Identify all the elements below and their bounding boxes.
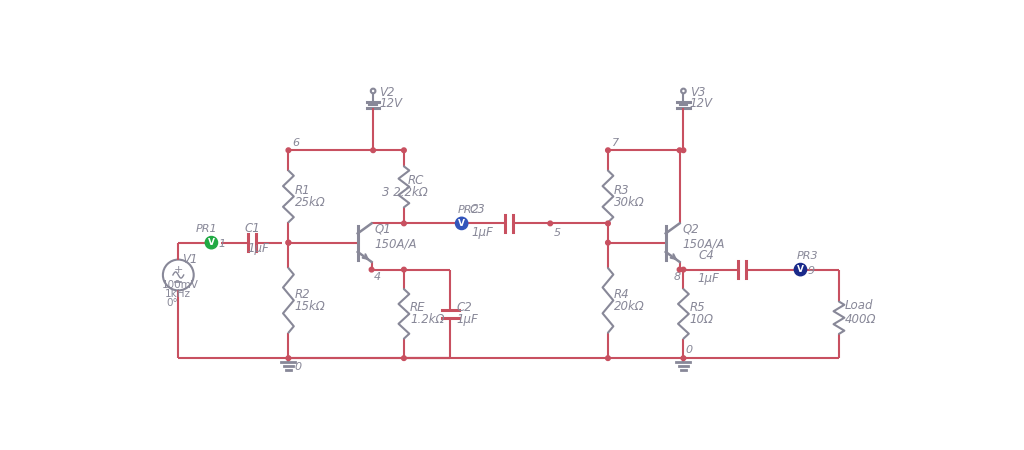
Text: C4: C4 bbox=[698, 249, 715, 262]
Text: RC: RC bbox=[408, 174, 424, 187]
Circle shape bbox=[401, 356, 407, 360]
Text: 15kΩ: 15kΩ bbox=[295, 300, 326, 313]
Text: R4: R4 bbox=[614, 288, 630, 301]
Text: 5: 5 bbox=[554, 228, 561, 238]
Text: R5: R5 bbox=[689, 301, 706, 314]
Circle shape bbox=[681, 148, 686, 153]
Text: RE: RE bbox=[410, 301, 426, 314]
Circle shape bbox=[401, 267, 407, 272]
Text: 10Ω: 10Ω bbox=[689, 313, 714, 326]
Text: 7: 7 bbox=[611, 138, 618, 148]
Circle shape bbox=[205, 237, 217, 249]
Circle shape bbox=[401, 221, 407, 226]
Text: R3: R3 bbox=[614, 184, 630, 197]
Text: +: + bbox=[174, 265, 183, 274]
Circle shape bbox=[286, 148, 291, 153]
Text: Q1: Q1 bbox=[375, 222, 391, 235]
Text: PR2: PR2 bbox=[458, 205, 479, 215]
Text: V3: V3 bbox=[689, 86, 706, 99]
Text: 0°: 0° bbox=[167, 298, 178, 308]
Text: 8: 8 bbox=[674, 272, 681, 282]
Text: 4: 4 bbox=[374, 272, 381, 282]
Circle shape bbox=[286, 240, 291, 245]
Circle shape bbox=[286, 356, 291, 360]
Circle shape bbox=[677, 148, 682, 153]
Text: 1μF: 1μF bbox=[697, 272, 719, 285]
Text: 6: 6 bbox=[292, 138, 299, 148]
Text: V: V bbox=[797, 265, 804, 274]
Text: 25kΩ: 25kΩ bbox=[295, 196, 326, 209]
Text: V1: V1 bbox=[182, 253, 198, 266]
Circle shape bbox=[370, 267, 374, 272]
Text: 100mV: 100mV bbox=[162, 280, 199, 290]
Circle shape bbox=[605, 148, 610, 153]
Text: 30kΩ: 30kΩ bbox=[614, 196, 645, 209]
Circle shape bbox=[371, 148, 376, 153]
Text: R2: R2 bbox=[295, 288, 310, 301]
Circle shape bbox=[605, 240, 610, 245]
Text: 1μF: 1μF bbox=[472, 226, 494, 239]
Text: 3 2.2kΩ: 3 2.2kΩ bbox=[382, 186, 428, 199]
Text: R1: R1 bbox=[295, 184, 310, 197]
Text: 20kΩ: 20kΩ bbox=[614, 300, 645, 313]
Circle shape bbox=[605, 356, 610, 360]
Text: 0: 0 bbox=[685, 346, 692, 356]
Text: V: V bbox=[208, 238, 215, 247]
Text: Load: Load bbox=[845, 299, 873, 312]
Text: 1μF: 1μF bbox=[457, 313, 478, 326]
Text: 9: 9 bbox=[807, 266, 814, 276]
Text: C2: C2 bbox=[457, 301, 472, 314]
Circle shape bbox=[795, 263, 807, 276]
Circle shape bbox=[456, 217, 468, 230]
Text: 1μF: 1μF bbox=[248, 242, 269, 255]
Text: C3: C3 bbox=[469, 203, 485, 216]
Text: 0: 0 bbox=[295, 362, 302, 373]
Text: C1: C1 bbox=[245, 222, 260, 235]
Text: 12V: 12V bbox=[689, 97, 713, 110]
Text: PR3: PR3 bbox=[797, 251, 818, 261]
Circle shape bbox=[548, 221, 553, 226]
Circle shape bbox=[681, 267, 686, 272]
Text: 150A/A: 150A/A bbox=[683, 238, 725, 251]
Circle shape bbox=[286, 240, 291, 245]
Text: 1kHz: 1kHz bbox=[165, 289, 190, 299]
Text: V2: V2 bbox=[379, 86, 395, 99]
Text: 1: 1 bbox=[218, 239, 225, 249]
Text: 12V: 12V bbox=[379, 97, 402, 110]
Text: V: V bbox=[458, 219, 465, 228]
Text: 150A/A: 150A/A bbox=[375, 238, 417, 251]
Text: 400Ω: 400Ω bbox=[845, 313, 877, 326]
Circle shape bbox=[401, 148, 407, 153]
Circle shape bbox=[681, 356, 686, 360]
Text: Q2: Q2 bbox=[683, 222, 699, 235]
Text: PR1: PR1 bbox=[196, 224, 218, 234]
Circle shape bbox=[605, 221, 610, 226]
Circle shape bbox=[677, 267, 682, 272]
Text: 1.2kΩ: 1.2kΩ bbox=[410, 313, 444, 326]
